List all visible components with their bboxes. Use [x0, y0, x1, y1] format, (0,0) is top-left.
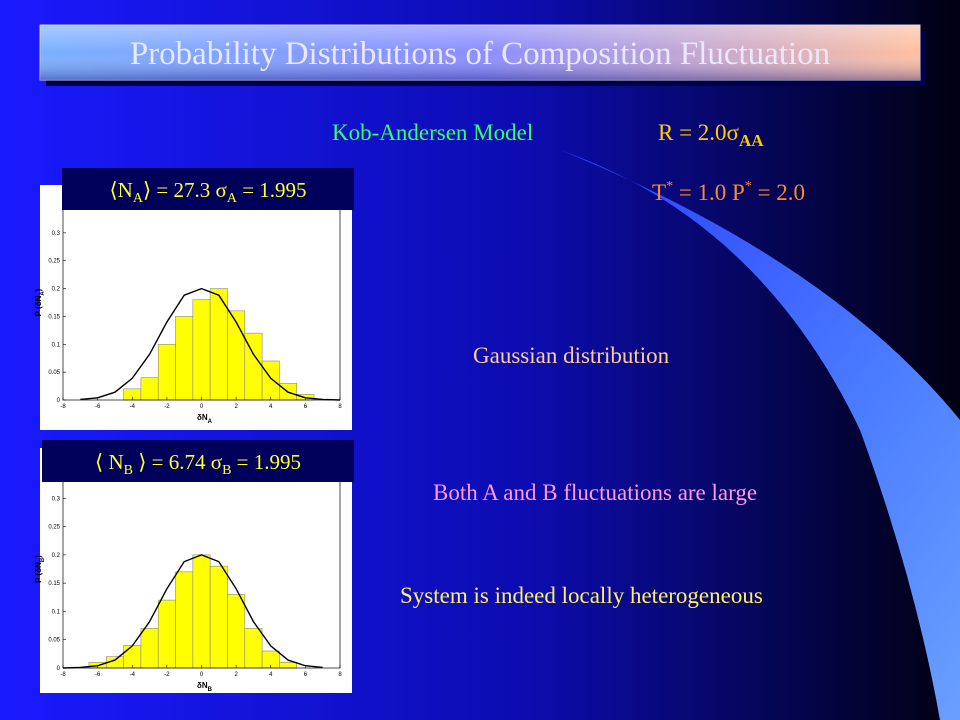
- title-shine: [40, 25, 920, 80]
- range-sub: AA: [739, 131, 764, 150]
- bar: [175, 316, 194, 401]
- y-tick-label: 0.05: [48, 638, 60, 644]
- caption-part: B: [124, 463, 133, 478]
- caption: ⟨ NB ⟩ = 6.74 σB = 1.995: [95, 450, 301, 478]
- x-tick-label: -4: [130, 672, 136, 678]
- x-tick-label: 4: [269, 404, 273, 410]
- y-axis-label-part: A: [40, 291, 46, 296]
- y-tick-label: 0.3: [52, 496, 61, 502]
- bar: [157, 343, 176, 401]
- caption-part: = 1.995: [231, 450, 301, 474]
- x-tick-label: -6: [95, 672, 101, 678]
- state: T* = 1.0 P* = 2.0: [652, 179, 805, 205]
- gaussian-curve: [62, 554, 323, 669]
- bar: [175, 571, 194, 669]
- x-axis-label-part: A: [208, 419, 213, 425]
- state-t: T: [652, 180, 666, 205]
- x-tick-label: 8: [338, 672, 342, 678]
- bar: [227, 594, 246, 669]
- bar: [157, 599, 176, 669]
- y-axis-label-part: ): [34, 555, 43, 558]
- caption-part: = 1.995: [237, 178, 307, 202]
- caption-box: [62, 168, 354, 210]
- y-tick-label: 0.2: [52, 553, 61, 559]
- model-name: Kob-Andersen Model: [332, 120, 533, 145]
- x-tick-label: -8: [60, 404, 66, 410]
- x-tick-label: 0: [200, 404, 204, 410]
- x-tick-label: -2: [164, 404, 170, 410]
- histogram-chart: -8 -6 -4 -2 0 2 4 6 800.050.10.150.20.250.3δNBP …: [34, 440, 354, 693]
- y-tick-label: 0.2: [52, 287, 61, 293]
- y-tick-label: 0.05: [48, 370, 60, 376]
- y-axis-label-part: B: [40, 557, 46, 562]
- x-tick-label: 6: [304, 404, 308, 410]
- note: System is indeed locally heterogeneous: [400, 583, 763, 608]
- bar: [140, 377, 159, 401]
- y-tick-label: 0.1: [52, 609, 61, 615]
- y-tick-label: 0.15: [48, 581, 60, 587]
- caption-part: A: [133, 191, 144, 206]
- bar: [192, 299, 211, 401]
- caption-part: ⟨ N: [95, 450, 124, 474]
- y-tick-label: 0: [57, 666, 61, 672]
- bar: [123, 645, 142, 669]
- y-tick-label: 0.25: [48, 259, 60, 265]
- x-axis-label: δNB: [197, 681, 213, 693]
- y-tick-label: 0: [57, 398, 61, 404]
- caption-part: B: [222, 463, 231, 478]
- x-axis-label: δNA: [197, 413, 213, 425]
- x-tick-label: 6: [304, 672, 308, 678]
- x-tick-label: 4: [269, 672, 273, 678]
- y-tick-label: 0.1: [52, 342, 61, 348]
- x-tick-label: 2: [234, 404, 238, 410]
- title: Probability Distributions of Composition…: [130, 36, 830, 72]
- x-tick-label: -2: [164, 672, 170, 678]
- gaussian-curve: [80, 287, 341, 401]
- x-axis-label-part: B: [208, 687, 213, 693]
- bar: [140, 628, 159, 669]
- note: Both A and B fluctuations are large: [433, 480, 757, 505]
- y-axis-label-part: P (δN: [34, 562, 43, 583]
- bar: [209, 565, 228, 669]
- x-tick-label: -6: [95, 404, 101, 410]
- x-tick-label: -8: [60, 672, 66, 678]
- range-text: R = 2.0σ: [658, 120, 740, 145]
- note: Gaussian distribution: [473, 343, 670, 368]
- y-tick-label: 0.25: [48, 525, 60, 531]
- x-tick-label: 0: [200, 672, 204, 678]
- x-axis-label-part: δN: [197, 681, 208, 690]
- bar: [261, 360, 280, 401]
- bar: [227, 310, 246, 401]
- x-tick-label: 2: [234, 672, 238, 678]
- x-tick-label: 8: [338, 404, 342, 410]
- caption: ⟨NA⟩ = 27.3 σA = 1.995: [109, 178, 306, 206]
- bar: [279, 662, 298, 669]
- state-mid: = 1.0 P: [673, 180, 745, 205]
- y-axis-label: P (δNB): [34, 555, 46, 583]
- bar: [244, 628, 263, 669]
- swoosh: [560, 150, 960, 720]
- y-tick-label: 0.15: [48, 314, 60, 320]
- model-range: R = 2.0σAA: [658, 120, 764, 150]
- state-sup: *: [745, 179, 752, 194]
- state-sup: *: [666, 179, 673, 194]
- x-axis-label-part: δN: [197, 413, 208, 422]
- state-end: = 2.0: [752, 180, 805, 205]
- x-tick-label: -4: [130, 404, 136, 410]
- bar: [192, 554, 211, 669]
- y-tick-label: 0.3: [52, 231, 61, 237]
- caption-part: A: [227, 191, 238, 206]
- histogram-chart: -8 -6 -4 -2 0 2 4 6 800.050.10.150.20.250.3δNAP …: [34, 168, 354, 430]
- caption-box: [42, 440, 354, 482]
- caption-part: ⟨N: [109, 178, 132, 202]
- caption-part: ⟩ = 27.3 σ: [143, 178, 227, 202]
- y-axis-label-part: ): [34, 288, 43, 291]
- caption-part: ⟩ = 6.74 σ: [133, 450, 222, 474]
- y-axis-label-part: P (δN: [34, 295, 43, 316]
- y-axis-label: P (δNA): [34, 288, 46, 316]
